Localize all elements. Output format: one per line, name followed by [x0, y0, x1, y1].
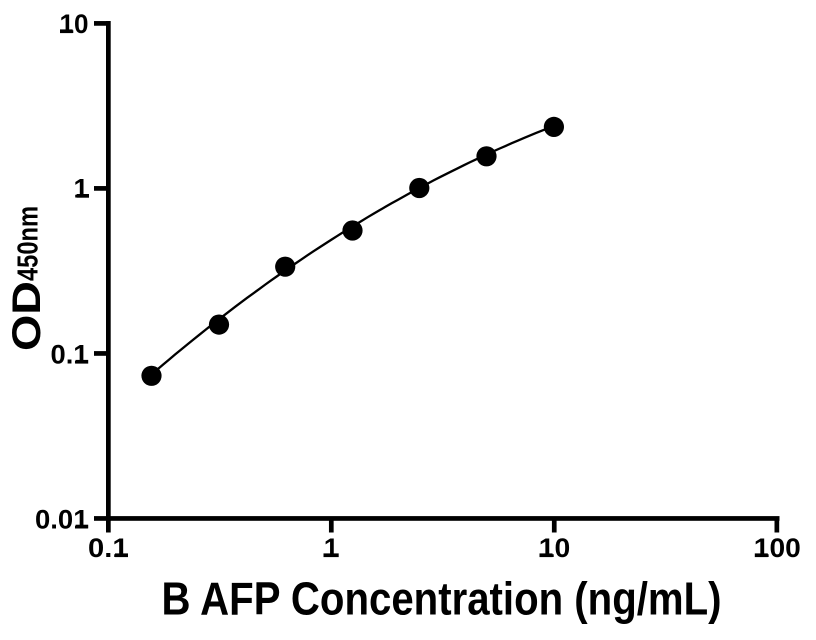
- svg-text:1: 1: [324, 533, 339, 563]
- svg-text:1: 1: [73, 174, 88, 204]
- svg-text:0.1: 0.1: [51, 340, 89, 370]
- svg-text:B AFP Concentration (ng/mL): B AFP Concentration (ng/mL): [162, 573, 722, 625]
- svg-text:10: 10: [539, 533, 571, 563]
- svg-text:0.01: 0.01: [35, 504, 89, 534]
- svg-text:0.1: 0.1: [88, 533, 129, 563]
- svg-text:100: 100: [754, 533, 801, 563]
- svg-text:OD450nm: OD450nm: [5, 206, 49, 351]
- svg-text:10: 10: [60, 9, 89, 39]
